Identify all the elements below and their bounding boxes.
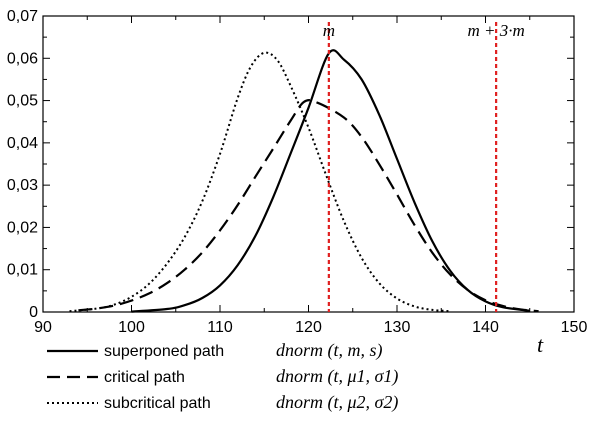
reference-line-label: m + 3·m — [467, 21, 524, 40]
series-line-dotted — [70, 53, 451, 312]
series-line-solid — [132, 50, 530, 311]
legend-entry-label: subcritical path — [104, 395, 211, 412]
x-tick-label: 120 — [295, 319, 322, 336]
y-tick-label: 0,03 — [7, 177, 38, 194]
series-line-dashed — [78, 100, 538, 311]
y-tick-label: 0,05 — [7, 93, 38, 110]
x-tick-label: 140 — [472, 319, 499, 336]
y-tick-label: 0,01 — [7, 262, 38, 279]
y-tick-label: 0,02 — [7, 219, 38, 236]
axes-layer: 90 100 110 120 130 140 150 0 0,01 0,02 0,03 0,04 0,0… — [7, 8, 588, 336]
reference-lines-layer: m m + 3·m — [323, 21, 525, 312]
x-tick-label: 130 — [384, 319, 411, 336]
y-tick-label: 0,06 — [7, 50, 38, 67]
x-tick-label: 150 — [561, 319, 588, 336]
legend-entry-formula: dnorm (t, μ2, σ2) — [276, 392, 398, 413]
legend: superponed path dnorm (t, m, s) critical p… — [47, 340, 398, 413]
y-tick-label: 0 — [29, 304, 38, 321]
legend-entry-formula: dnorm (t, m, s) — [276, 340, 383, 361]
legend-entry-formula: dnorm (t, μ1, σ1) — [276, 366, 398, 387]
y-tick-label: 0,07 — [7, 8, 38, 25]
legend-entry-label: superponed path — [104, 343, 224, 360]
x-tick-label: 90 — [34, 319, 52, 336]
x-tick-label: 100 — [118, 319, 145, 336]
series-layer — [70, 50, 539, 311]
reference-line-label: m — [323, 21, 335, 40]
legend-entry-label: critical path — [104, 369, 185, 386]
x-axis-label: t — [537, 332, 544, 357]
y-tick-label: 0,04 — [7, 135, 38, 152]
plot-frame — [43, 16, 574, 312]
x-tick-label: 110 — [207, 319, 233, 336]
